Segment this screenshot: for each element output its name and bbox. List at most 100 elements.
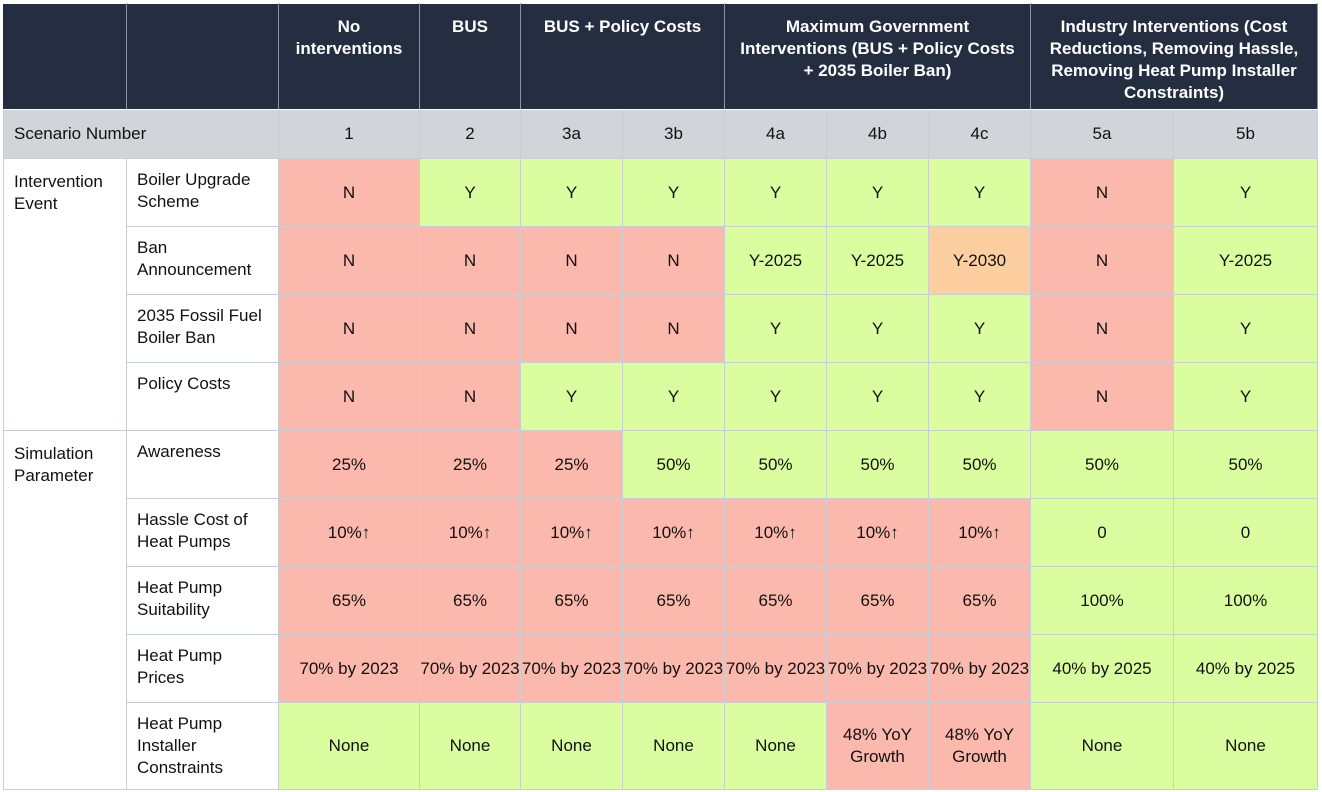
value-cell: 10%↑	[826, 498, 929, 567]
header-no-interventions: No interventions	[278, 3, 420, 110]
value-cell: Y	[622, 158, 725, 227]
value-cell: 10%↑	[928, 498, 1031, 567]
scenario-number-cell: 3b	[622, 109, 725, 159]
value-cell: Y	[826, 158, 929, 227]
value-cell: N	[520, 294, 623, 363]
value-cell: Y	[724, 158, 827, 227]
scenario-number-label: Scenario Number	[3, 109, 279, 159]
value-cell: 10%↑	[724, 498, 827, 567]
value-cell: 65%	[826, 566, 929, 635]
value-cell: 70% by 2023	[622, 634, 725, 703]
row-label: Hassle Cost of Heat Pumps	[126, 498, 279, 567]
value-cell: N	[1030, 226, 1174, 295]
table-row: Hassle Cost of Heat Pumps 10%↑ 10%↑ 10%↑ 10%…	[4, 498, 1318, 567]
value-cell: 40% by 2025	[1030, 634, 1174, 703]
row-label: Policy Costs	[126, 362, 279, 431]
value-cell: N	[622, 294, 725, 363]
section-intervention-event: Intervention Event	[3, 158, 127, 431]
value-cell: None	[724, 702, 827, 790]
value-cell: 70% by 2023	[826, 634, 929, 703]
value-cell: N	[278, 158, 420, 227]
table-row: 2035 Fossil Fuel Boiler Ban N N N N Y Y Y N Y	[4, 294, 1318, 363]
value-cell: None	[622, 702, 725, 790]
scenario-number-cell: 1	[278, 109, 420, 159]
header-max-government: Maximum Government Interventions (BUS + …	[724, 3, 1031, 110]
value-cell: None	[1030, 702, 1174, 790]
value-cell: N	[1030, 158, 1174, 227]
value-cell: Y	[928, 362, 1031, 431]
value-cell: N	[520, 226, 623, 295]
value-cell: 10%↑	[278, 498, 420, 567]
value-cell: Y	[826, 362, 929, 431]
header-bus: BUS	[419, 3, 521, 110]
value-cell: None	[419, 702, 521, 790]
value-cell: Y	[928, 158, 1031, 227]
scenario-number-cell: 5b	[1173, 109, 1318, 159]
section-simulation-parameter: Simulation Parameter	[3, 430, 127, 790]
value-cell: Y	[724, 294, 827, 363]
value-cell: N	[1030, 294, 1174, 363]
value-cell: None	[520, 702, 623, 790]
value-cell: 25%	[520, 430, 623, 499]
value-cell: 100%	[1030, 566, 1174, 635]
table-row: Heat Pump Installer Constraints None None N…	[4, 702, 1318, 790]
value-cell: 0	[1173, 498, 1318, 567]
value-cell: Y	[1173, 294, 1318, 363]
header-bus-policy-costs: BUS + Policy Costs	[520, 3, 725, 110]
value-cell: 70% by 2023	[278, 634, 420, 703]
table-row: Policy Costs N N Y Y Y Y Y N Y	[4, 362, 1318, 431]
value-cell: N	[278, 294, 420, 363]
value-cell: 10%↑	[520, 498, 623, 567]
table-row: Simulation Parameter Awareness 25% 25% 25% 50…	[3, 430, 1318, 790]
row-label: Ban Announcement	[126, 226, 279, 295]
value-cell: 48% YoY Growth	[928, 702, 1031, 790]
scenario-number-cell: 4c	[928, 109, 1031, 159]
value-cell: Y-2025	[826, 226, 929, 295]
value-cell: 50%	[928, 430, 1031, 499]
scenario-table: No interventions BUS BUS + Policy Costs …	[3, 3, 1318, 790]
table-row: Heat Pump Prices 70% by 2023 70% by 2023 70…	[4, 634, 1318, 703]
value-cell: 65%	[622, 566, 725, 635]
header-blank-cell	[3, 3, 127, 110]
value-cell: Y-2030	[928, 226, 1031, 295]
value-cell: N	[622, 226, 725, 295]
header-row: No interventions BUS BUS + Policy Costs …	[3, 3, 1318, 110]
value-cell: 70% by 2023	[419, 634, 521, 703]
value-cell: 10%↑	[622, 498, 725, 567]
value-cell: Y	[826, 294, 929, 363]
value-cell: Y-2025	[1173, 226, 1318, 295]
scenario-number-row: Scenario Number 1 2 3a 3b 4a 4b 4c 5a 5b	[3, 109, 1318, 159]
value-cell: Y	[520, 362, 623, 431]
row-label: Awareness	[126, 430, 279, 499]
value-cell: N	[419, 294, 521, 363]
value-cell: N	[419, 362, 521, 431]
value-cell: 70% by 2023	[928, 634, 1031, 703]
header-blank-cell	[126, 3, 279, 110]
value-cell: 48% YoY Growth	[826, 702, 929, 790]
value-cell: 10%↑	[419, 498, 521, 567]
value-cell: Y	[419, 158, 521, 227]
scenario-number-cell: 2	[419, 109, 521, 159]
value-cell: N	[419, 226, 521, 295]
value-cell: 50%	[622, 430, 725, 499]
value-cell: 50%	[724, 430, 827, 499]
value-cell: N	[278, 226, 420, 295]
scenario-number-cell: 5a	[1030, 109, 1174, 159]
value-cell: Y	[1173, 362, 1318, 431]
value-cell: 25%	[419, 430, 521, 499]
scenario-number-cell: 3a	[520, 109, 623, 159]
value-cell: Y	[1173, 158, 1318, 227]
value-cell: 100%	[1173, 566, 1318, 635]
scenario-number-cell: 4a	[724, 109, 827, 159]
value-cell: 0	[1030, 498, 1174, 567]
value-cell: Y	[724, 362, 827, 431]
value-cell: 65%	[419, 566, 521, 635]
value-cell: 65%	[520, 566, 623, 635]
row-label: Heat Pump Suitability	[126, 566, 279, 635]
row-label: 2035 Fossil Fuel Boiler Ban	[126, 294, 279, 363]
value-cell: 70% by 2023	[520, 634, 623, 703]
table-row: Heat Pump Suitability 65% 65% 65% 65% 65% 65% 6…	[4, 566, 1318, 635]
value-cell: 50%	[1030, 430, 1174, 499]
value-cell: Y	[928, 294, 1031, 363]
row-label: Heat Pump Installer Constraints	[126, 702, 279, 790]
